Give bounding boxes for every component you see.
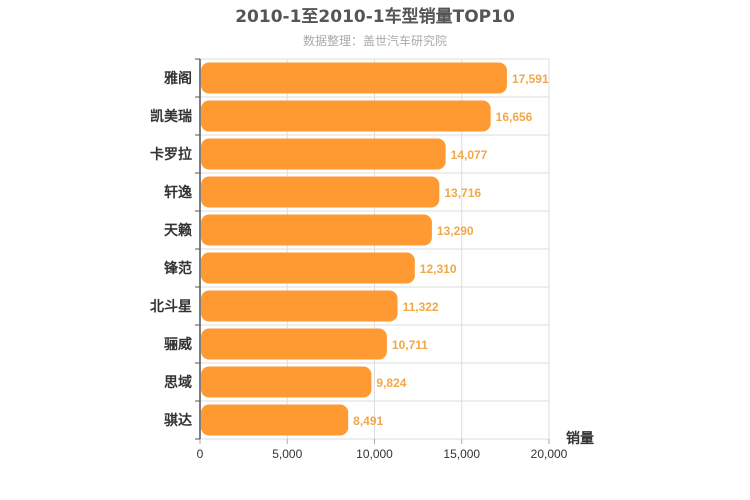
x-tick-label: 10,000 [356,447,393,461]
value-label: 17,591 [512,72,549,86]
value-label: 16,656 [496,110,533,124]
category-label: 骊威 [164,336,192,353]
x-tick-label: 5,000 [272,447,302,461]
bar [201,290,398,322]
x-tick-label: 15,000 [443,447,480,461]
bar [201,138,446,170]
value-label: 8,491 [353,414,383,428]
category-label: 卡罗拉 [150,146,192,163]
x-tick-label: 20,000 [531,447,568,461]
x-tick-label: 0 [197,447,204,461]
value-label: 13,290 [437,224,474,238]
x-axis-title: 销量 [566,430,594,447]
category-label: 雅阁 [164,70,192,87]
category-label: 北斗星 [150,299,192,315]
category-label: 凯美瑞 [150,108,192,125]
category-label: 锋范 [164,260,192,277]
value-label: 11,322 [403,300,439,314]
category-label: 天籁 [164,222,192,239]
category-label: 骐达 [164,412,192,429]
value-label: 10,711 [392,338,428,352]
bar [201,404,349,436]
value-label: 9,824 [376,376,406,390]
chart-title: 2010-1至2010-1车型销量TOP10 [235,6,515,27]
value-label: 12,310 [420,262,457,276]
labels: 0 5,000 10,000 15,000 20,000 雅阁 17,591 凯美瑞 16,65… [150,70,568,461]
bar [201,366,372,398]
bar [201,62,507,94]
value-label: 13,716 [444,186,481,200]
bars [201,62,507,436]
category-label: 思域 [164,374,192,391]
bar [201,328,387,360]
category-label: 轩逸 [164,184,192,201]
bar [201,214,432,246]
bar [201,100,491,132]
bar [201,252,415,284]
value-label: 14,077 [451,148,488,162]
chart-subtitle: 数据整理：盖世汽车研究院 [303,33,447,48]
bar [201,176,440,208]
